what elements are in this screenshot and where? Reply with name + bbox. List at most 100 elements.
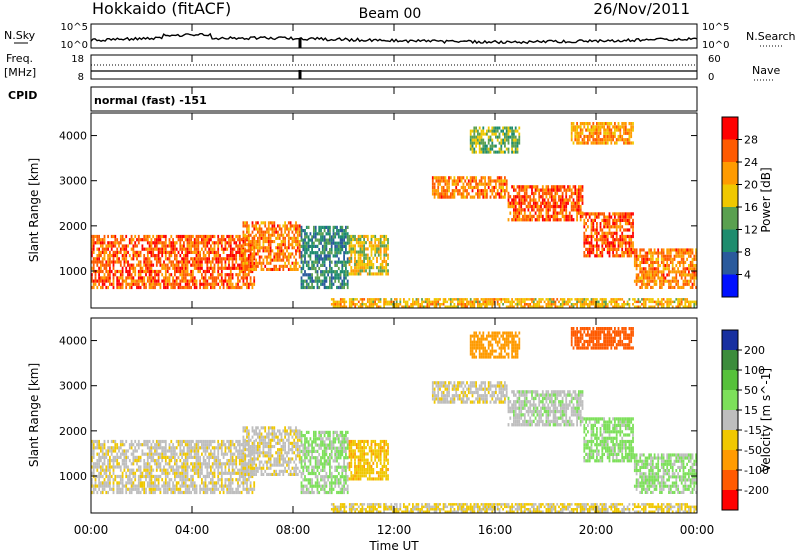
power-cell <box>691 276 694 280</box>
power-cell <box>237 266 239 270</box>
power-cell <box>538 303 541 306</box>
power-cell <box>374 241 377 245</box>
power-cell <box>588 138 591 142</box>
power-cell <box>287 240 290 244</box>
power-cell <box>673 267 676 271</box>
power-cell <box>208 234 210 239</box>
velocity-cell <box>184 478 187 482</box>
power-cell <box>141 276 144 280</box>
power-cell <box>561 201 564 205</box>
power-cell <box>321 225 324 229</box>
velocity-cell <box>201 443 203 447</box>
power-cell <box>662 282 665 286</box>
power-cell <box>563 214 566 219</box>
power-cell <box>206 266 209 270</box>
velocity-cell <box>184 471 187 475</box>
power-cell <box>628 305 631 308</box>
power-cell <box>605 234 607 239</box>
power-cell <box>361 298 364 301</box>
velocity-cell <box>199 487 201 491</box>
velocity-cell <box>143 465 146 469</box>
velocity-cell <box>186 487 189 491</box>
power-cell <box>186 257 189 261</box>
power-cell <box>594 218 596 222</box>
power-cell <box>379 269 382 273</box>
power-cell <box>179 241 182 245</box>
velocity-cell <box>164 452 167 456</box>
velocity-cell <box>184 462 187 466</box>
power-cell <box>229 250 232 254</box>
power-cell <box>166 244 169 248</box>
power-cell <box>116 282 119 286</box>
power-cell <box>222 250 225 254</box>
power-cell <box>587 298 589 301</box>
power-cell <box>527 195 530 199</box>
power-cell <box>642 279 645 283</box>
power-cell <box>491 298 494 301</box>
power-cell <box>355 269 358 273</box>
power-cell <box>309 276 312 280</box>
power-cell <box>695 264 697 268</box>
velocity-cell <box>121 474 124 479</box>
velocity-cell <box>184 474 187 479</box>
power-cell <box>579 211 582 215</box>
power-cell <box>119 234 122 239</box>
power-cell <box>235 257 238 261</box>
velocity-cell <box>159 443 162 447</box>
power-cell <box>266 258 268 262</box>
power-cell <box>518 135 521 139</box>
power-cell <box>336 254 338 258</box>
power-cell <box>164 269 167 274</box>
power-cell <box>210 266 212 270</box>
power-cell <box>193 250 196 254</box>
power-cell <box>534 201 537 205</box>
power-cell <box>130 241 133 245</box>
power-cell <box>174 279 176 283</box>
velocity-cell <box>188 487 191 491</box>
power-cell <box>204 273 207 277</box>
power-cell <box>659 303 661 306</box>
power-cell <box>592 141 595 145</box>
power-cell <box>293 264 296 268</box>
power-cell <box>496 192 499 196</box>
velocity-cell <box>163 490 165 495</box>
velocity-cell <box>118 474 120 479</box>
power-cell <box>495 185 497 190</box>
power-cell <box>269 246 272 250</box>
power-cell <box>213 254 216 258</box>
velocity-cell <box>136 487 138 491</box>
power-cell <box>238 263 241 267</box>
power-cell <box>684 303 687 306</box>
power-cell <box>208 269 210 274</box>
velocity-cell <box>114 443 117 447</box>
power-cell <box>603 234 605 239</box>
power-cell <box>242 240 245 244</box>
power-cell <box>644 298 647 301</box>
power-cell <box>327 270 329 274</box>
power-cell <box>630 241 633 245</box>
power-cell <box>118 269 120 274</box>
velocity-cell <box>201 478 203 482</box>
power-cell <box>608 241 611 245</box>
power-cell <box>684 276 687 280</box>
power-cell <box>387 247 389 251</box>
power-cell <box>507 198 510 202</box>
power-cell <box>157 238 160 242</box>
power-cell <box>295 258 297 262</box>
power-cell <box>366 238 369 242</box>
power-cell <box>657 267 660 271</box>
power-cell <box>437 300 440 304</box>
power-cell <box>507 126 510 130</box>
power-cell <box>486 147 488 151</box>
power-cell <box>486 303 488 306</box>
power-cell <box>298 227 301 231</box>
power-cell <box>146 250 149 254</box>
power-cell <box>159 234 162 239</box>
power-cell <box>110 282 113 286</box>
power-cell <box>192 276 194 280</box>
power-cell <box>137 273 140 277</box>
power-cell <box>211 234 214 239</box>
power-cell <box>296 230 299 234</box>
power-cell <box>538 218 541 222</box>
power-cell <box>179 273 182 277</box>
